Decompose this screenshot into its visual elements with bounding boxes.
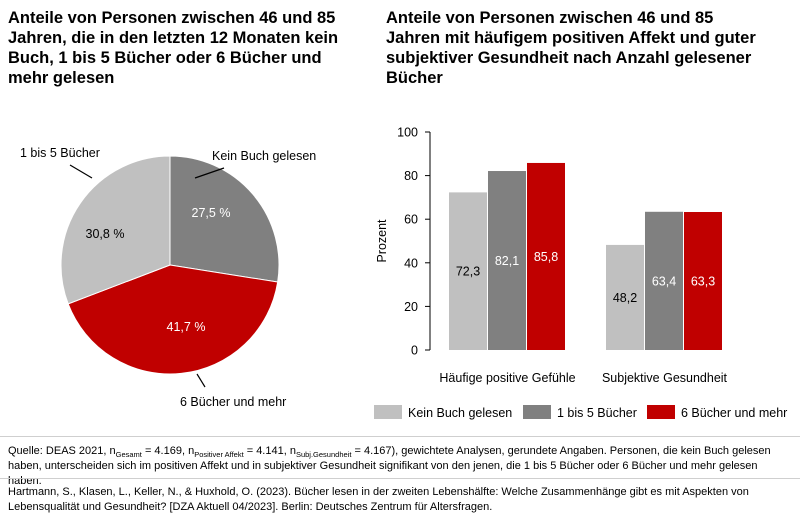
bar bbox=[488, 171, 526, 350]
bar-value-label: 72,3 bbox=[456, 265, 480, 279]
source-note: Quelle: DEAS 2021, nGesamt = 4.169, nPos… bbox=[8, 445, 771, 487]
legend-swatch bbox=[374, 405, 402, 419]
legend-swatch bbox=[523, 405, 551, 419]
bar bbox=[645, 211, 683, 350]
y-tick-label: 0 bbox=[411, 344, 418, 358]
bar bbox=[449, 192, 487, 350]
pie-leader-line bbox=[196, 373, 206, 388]
citation: Hartmann, S., Klasen, L., Keller, N., & … bbox=[8, 486, 749, 513]
pie-value-label: 27,5 % bbox=[192, 206, 231, 220]
divider-bottom bbox=[0, 478, 800, 479]
bar-chart-title: Anteile von Personen zwischen 46 und 85 … bbox=[386, 9, 756, 87]
x-category-label: Subjektive Gesundheit bbox=[602, 371, 728, 385]
y-tick-label: 40 bbox=[404, 256, 418, 270]
bar-value-label: 63,3 bbox=[691, 275, 715, 289]
bar-value-label: 63,4 bbox=[652, 274, 676, 288]
bar-value-label: 48,2 bbox=[613, 291, 637, 305]
pie-value-label: 41,7 % bbox=[167, 320, 206, 334]
legend-label: Kein Buch gelesen bbox=[408, 406, 512, 420]
legend-swatch bbox=[647, 405, 675, 419]
y-axis-title: Prozent bbox=[375, 219, 389, 263]
pie-slice bbox=[169, 155, 280, 283]
bar bbox=[527, 162, 565, 350]
pie-category-label: 1 bis 5 Bücher bbox=[20, 146, 100, 160]
pie-category-label: 6 Bücher und mehr bbox=[180, 395, 286, 409]
y-tick-label: 20 bbox=[404, 300, 418, 314]
pie-value-label: 30,8 % bbox=[86, 227, 125, 241]
y-tick-label: 80 bbox=[404, 169, 418, 183]
x-category-label: Häufige positive Gefühle bbox=[439, 371, 575, 385]
bar bbox=[606, 244, 644, 350]
pie-leader-line bbox=[69, 164, 93, 179]
pie-category-label: Kein Buch gelesen bbox=[212, 149, 316, 163]
pie-chart-title: Anteile von Personen zwischen 46 und 85 … bbox=[8, 9, 339, 87]
legend-label: 6 Bücher und mehr bbox=[681, 406, 787, 420]
y-tick-label: 100 bbox=[397, 126, 418, 140]
pie-leader-line bbox=[194, 167, 225, 179]
divider-top bbox=[0, 436, 800, 437]
legend-label: 1 bis 5 Bücher bbox=[557, 406, 637, 420]
bar-value-label: 82,1 bbox=[495, 254, 519, 268]
pie-slice bbox=[67, 264, 279, 375]
bar bbox=[684, 212, 722, 350]
charts-canvas: 27,5 % Kein Buch gelesen 41,7 % 6 Bücher un… bbox=[20, 126, 787, 421]
y-tick-label: 60 bbox=[404, 213, 418, 227]
bar-value-label: 85,8 bbox=[534, 250, 558, 264]
pie-slice bbox=[60, 155, 171, 305]
